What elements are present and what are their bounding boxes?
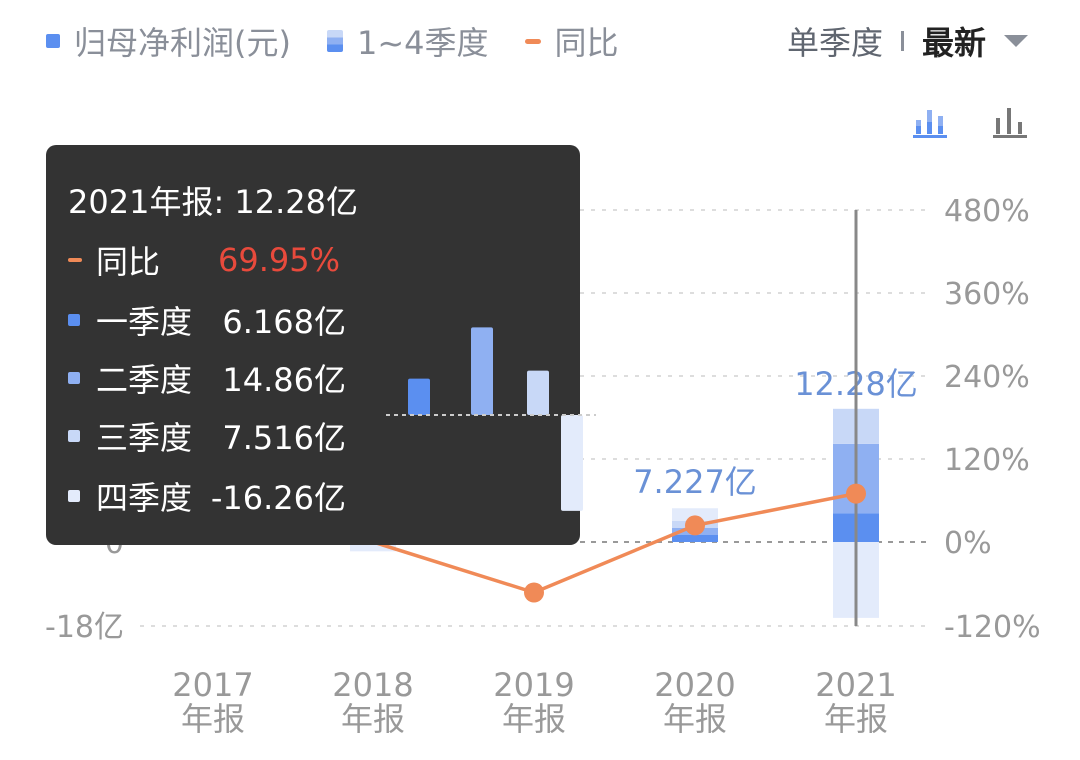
annual-value-label: 7.227亿: [633, 463, 757, 501]
latest-dropdown[interactable]: 最新: [921, 24, 986, 62]
period-controls: 单季度 最新: [787, 18, 1028, 64]
tooltip-title: 2021年报: 12.28亿: [68, 183, 359, 221]
tooltip-q1-marker: [68, 314, 80, 326]
tooltip-q3-value: 7.516亿: [222, 419, 346, 457]
legend-item-quarters[interactable]: 1~4季度: [326, 18, 489, 64]
x-axis-period-label: 年报: [502, 700, 566, 738]
left-axis-tick-label: -18亿: [45, 610, 124, 645]
yoy-point: [524, 582, 544, 603]
legend-label-quarters: 1~4季度: [356, 24, 489, 62]
stacked-bar-chart-icon[interactable]: [912, 104, 948, 138]
tooltip-q2-label: 二季度: [96, 361, 193, 399]
right-axis-tick-label: -120%: [944, 610, 1041, 645]
bar-chart-icon[interactable]: [992, 104, 1028, 138]
tooltip-row-q2: 二季度 14.86亿: [68, 358, 346, 399]
tooltip-mini-bar: [471, 327, 493, 415]
x-axis-year-label: 2019: [493, 666, 574, 704]
x-axis-year-label: 2018: [332, 666, 413, 704]
tooltip-yoy-value: 69.95%: [217, 241, 340, 279]
tooltip-mini-bar: [561, 415, 583, 511]
right-axis-tick-label: 120%: [944, 443, 1030, 478]
x-axis-year-label: 2017: [172, 666, 253, 704]
tooltip-q3-label: 三季度: [96, 419, 193, 457]
legend-swatch-quarters: [326, 30, 343, 52]
right-axis-tick-label: 480%: [944, 194, 1030, 229]
chevron-down-icon[interactable]: [1004, 35, 1028, 47]
legend-label-net-profit: 归母净利润(元): [74, 24, 291, 62]
tooltip-row-q4: 四季度 -16.26亿: [68, 476, 346, 517]
tooltip-yoy-marker: [68, 258, 82, 262]
tooltip-q3-marker: [68, 430, 80, 442]
x-axis-period-label: 年报: [824, 700, 888, 738]
stacked-bar-segment: [672, 535, 718, 542]
tooltip-q1-value: 6.168亿: [222, 303, 346, 341]
yoy-point: [846, 483, 866, 504]
single-quarter-toggle[interactable]: 单季度: [786, 24, 883, 62]
tooltip-row-yoy: 同比 69.95%: [68, 240, 340, 281]
right-axis-tick-label: 360%: [944, 277, 1030, 312]
yoy-point: [685, 515, 705, 536]
x-axis-year-label: 2020: [654, 666, 735, 704]
x-axis-period-label: 年报: [341, 700, 405, 738]
legend-swatch-net-profit: [46, 34, 60, 48]
right-axis-tick-label: 240%: [944, 360, 1030, 395]
tooltip-q1-label: 一季度: [96, 303, 193, 341]
tooltip-q4-label: 四季度: [96, 479, 193, 517]
chart-tooltip: 2021年报: 12.28亿 同比 69.95% 一季度 6.168亿 二季度 …: [46, 145, 596, 545]
legend-swatch-yoy: [524, 38, 541, 44]
x-axis-year-label: 2021: [815, 666, 896, 704]
tooltip-mini-bar: [408, 378, 430, 415]
controls-divider: [900, 31, 904, 51]
tooltip-mini-bar: [527, 370, 549, 415]
x-axis-period-label: 年报: [181, 700, 245, 738]
x-axis-period-label: 年报: [663, 700, 727, 738]
chart-legend: 归母净利润(元) 1~4季度 同比: [46, 18, 655, 64]
legend-label-yoy: 同比: [554, 24, 619, 62]
tooltip-q4-marker: [68, 490, 80, 502]
tooltip-q2-value: 14.86亿: [222, 361, 346, 399]
legend-item-net-profit[interactable]: 归母净利润(元): [46, 18, 291, 64]
legend-item-yoy[interactable]: 同比: [524, 18, 619, 64]
stacked-bar-segment: [350, 542, 396, 552]
tooltip-row-q1: 一季度 6.168亿: [68, 300, 346, 341]
tooltip-q4-value: -16.26亿: [210, 479, 346, 517]
tooltip-row-q3: 三季度 7.516亿: [68, 416, 346, 457]
yoy-line: [372, 491, 857, 595]
tooltip-yoy-label: 同比: [96, 243, 161, 281]
stacked-bar-segment: [672, 508, 718, 521]
tooltip-mini-chart: [386, 327, 596, 511]
tooltip-q2-marker: [68, 372, 80, 384]
right-axis-tick-label: 0%: [944, 526, 992, 561]
